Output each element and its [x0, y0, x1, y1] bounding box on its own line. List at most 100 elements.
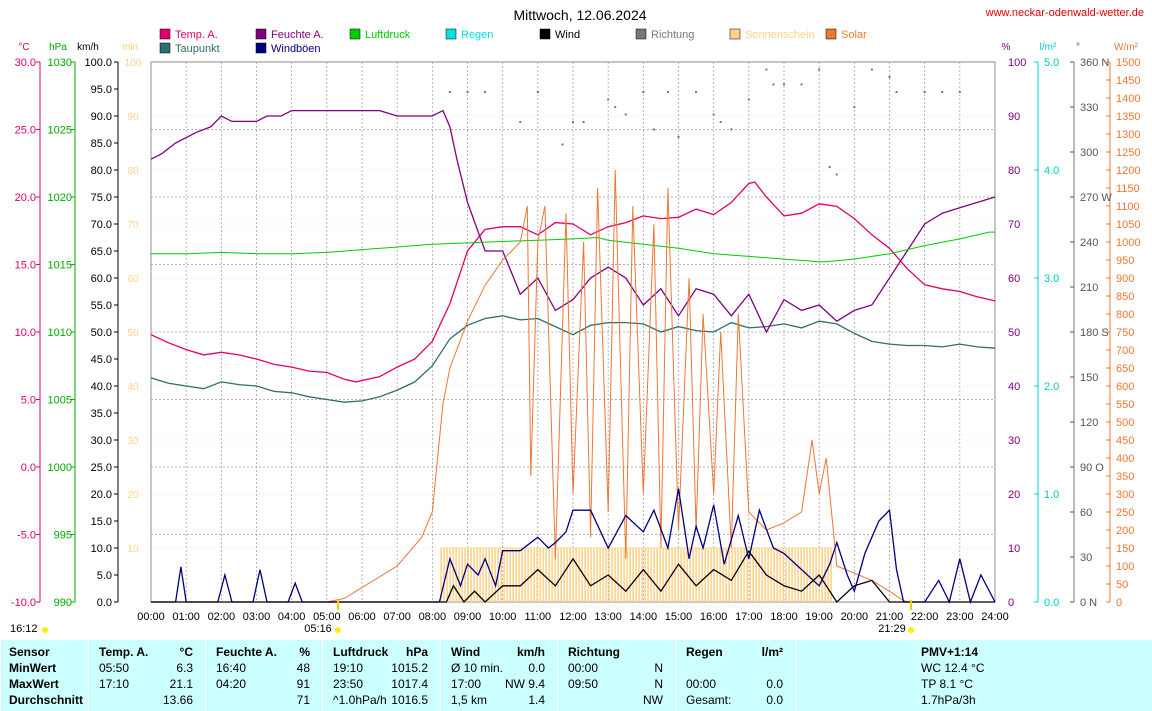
min-tick-label: 10: [127, 544, 139, 555]
stats-value: 91: [296, 677, 310, 691]
solar-tick-label: 800: [1116, 309, 1134, 321]
direction-point: [941, 91, 944, 93]
stats-cell: Luftdruck: [333, 645, 389, 659]
stats-cell: 19:10: [333, 661, 364, 675]
rain-tick-label: 3.0: [1044, 273, 1059, 285]
stats-table: Sensor MinWert MaxWert Durchschnitt Temp. A.…: [0, 640, 1152, 711]
kmh-tick-label: 60.0: [91, 273, 112, 285]
stats-value: PMV+1:14: [921, 645, 979, 659]
pressure-tick-label: 1020: [48, 192, 72, 204]
direction-point: [652, 128, 655, 131]
pct-tick-label: 0: [1008, 597, 1014, 609]
stats-value: 1.4: [528, 693, 545, 707]
solar-tick-label: 450: [1116, 435, 1134, 447]
stats-column: Regen 00:00 Gesamt: l/m² 0.0 0.0: [675, 640, 795, 711]
stats-column: Luftdruck 19:10 23:50 ^1.0hPa/h hPa 1015.2 101…: [322, 640, 440, 711]
kmh-tick-label: 0.0: [97, 597, 112, 609]
pressure-tick-label: 1010: [48, 327, 72, 339]
direction-point: [536, 91, 539, 93]
direction-point: [677, 136, 680, 138]
x-tick-label: 24:00: [981, 611, 1009, 623]
stats-cell: 00:00: [686, 677, 717, 691]
rain-tick-label: 4.0: [1044, 165, 1059, 177]
stats-value: 6.3: [176, 661, 193, 675]
stats-cell: Richtung: [568, 645, 620, 659]
unit-label: °: [1076, 42, 1080, 53]
legend-label: Wind: [555, 29, 580, 41]
kmh-tick-label: 75.0: [91, 192, 112, 204]
unit-label: l/m²: [1040, 42, 1057, 53]
direction-point: [466, 91, 469, 93]
x-tick-label: 11:00: [524, 611, 551, 623]
direction-point: [642, 91, 645, 93]
stats-value: 1016.5: [391, 693, 428, 707]
legend-label: Regen: [461, 29, 493, 41]
stats-value: 71: [296, 693, 310, 707]
stats-cell: MinWert: [9, 661, 57, 675]
x-tick-label: 06:00: [348, 611, 376, 623]
stats-cell: MaxWert: [9, 677, 59, 691]
solar-tick-label: 1050: [1116, 219, 1140, 231]
solar-tick-label: 1100: [1116, 201, 1140, 213]
site-link[interactable]: www.neckar-odenwald-wetter.de: [985, 7, 1144, 19]
x-tick-label: 20:00: [841, 611, 869, 623]
direction-point: [666, 91, 669, 93]
pct-tick-label: 30: [1008, 435, 1020, 447]
pct-tick-label: 100: [1008, 57, 1026, 69]
direction-point: [828, 166, 831, 168]
solar-tick-label: 250: [1116, 507, 1134, 519]
legend-label: Solar: [841, 29, 867, 41]
dir-tick-label: 90 O: [1080, 462, 1104, 474]
stats-value: °C: [179, 645, 193, 659]
direction-point: [484, 91, 487, 93]
stats-cell: 23:50: [333, 677, 364, 691]
solar-tick-label: 150: [1116, 543, 1134, 555]
stats-value: 1017.4: [391, 677, 428, 691]
unit-label: %: [1002, 42, 1011, 53]
kmh-tick-label: 5.0: [97, 570, 112, 582]
x-tick-label: 12:00: [559, 611, 587, 623]
x-tick-label: 15:00: [665, 611, 693, 623]
stats-cell: 09:50: [568, 677, 599, 691]
solar-tick-label: 500: [1116, 417, 1134, 429]
x-tick-label: 07:00: [383, 611, 411, 623]
solar-tick-label: 650: [1116, 363, 1134, 375]
stats-value: 21.1: [169, 677, 193, 691]
legend: Temp. A. Taupunkt Feuchte A. Windböen Luftdr…: [159, 28, 867, 55]
stats-value: l/m²: [761, 645, 783, 659]
series-lines: [150, 109, 996, 605]
legend-label: Sonnenschein: [745, 29, 815, 41]
direction-point: [572, 121, 574, 123]
stats-value: 0.0: [766, 693, 783, 707]
pct-tick-label: 40: [1008, 381, 1020, 393]
kmh-tick-label: 100.0: [84, 57, 112, 69]
pct-tick-label: 70: [1008, 219, 1020, 231]
kmh-tick-label: 95.0: [91, 84, 112, 96]
min-tick-label: 100: [125, 58, 142, 69]
pct-tick-label: 50: [1008, 327, 1020, 339]
solar-tick-label: 300: [1116, 489, 1134, 501]
x-tick-label: 14:00: [630, 611, 658, 623]
stats-cell: 17:00: [451, 677, 482, 691]
temp-tick-label: -5.0: [17, 530, 36, 542]
legend-swatch: [255, 42, 267, 54]
stats-value: 1.7hPa/3h: [921, 693, 976, 707]
kmh-tick-label: 50.0: [91, 327, 112, 339]
solar-tick-label: 1450: [1116, 75, 1140, 87]
dir-tick-label: 0 N: [1080, 597, 1097, 609]
stats-value: 1015.2: [391, 661, 428, 675]
pressure-tick-label: 1015: [48, 260, 72, 272]
series-windb-en: [151, 488, 996, 605]
direction-point: [958, 91, 961, 93]
temp-tick-label: 0.0: [21, 462, 36, 474]
sun-icon: [335, 627, 341, 633]
x-tick-label: 16:00: [700, 611, 728, 623]
stats-value: WC 12.4 °C: [921, 661, 985, 675]
solar-tick-label: 1400: [1116, 93, 1140, 105]
legend-swatch: [159, 42, 171, 54]
stats-column: Wind Ø 10 min. 17:00 1,5 km km/h 0.0 NW 9.4 1.4: [440, 640, 557, 711]
dir-tick-label: 240: [1080, 237, 1098, 249]
stats-column: Feuchte A. 16:40 04:20% 48 91 71: [205, 640, 322, 711]
grid: [150, 61, 996, 603]
solar-tick-label: 750: [1116, 327, 1134, 339]
